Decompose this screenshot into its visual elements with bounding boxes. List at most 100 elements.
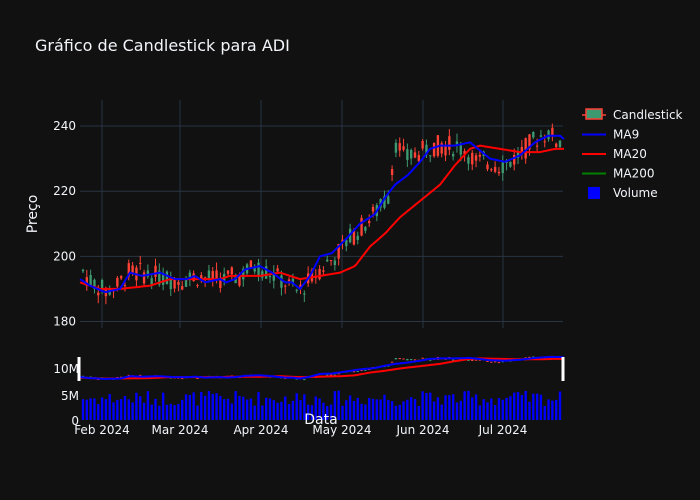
range-handle-left[interactable]: [77, 357, 81, 381]
candle: [154, 258, 157, 282]
legend-item[interactable]: Volume: [588, 186, 658, 200]
candle: [146, 264, 150, 279]
legend-label: Candlestick: [613, 108, 683, 122]
mini-candle: [394, 358, 398, 360]
mini-candle: [333, 374, 337, 376]
range-handle-right[interactable]: [561, 357, 565, 381]
volume-bar: [547, 399, 550, 420]
volume-bar: [322, 402, 325, 420]
legend-item[interactable]: Candlestick: [582, 108, 683, 122]
candle: [429, 155, 432, 163]
mini-candle: [486, 361, 489, 363]
volume-bar: [558, 391, 562, 420]
candle: [257, 258, 260, 282]
legend-item[interactable]: MA9: [582, 128, 639, 142]
candle: [303, 290, 306, 303]
volume-bar: [119, 399, 123, 420]
candle: [326, 255, 329, 263]
y-tick-label: 220: [53, 184, 76, 198]
volume-bar: [402, 401, 405, 420]
mini-candle: [497, 362, 501, 364]
volume-bar: [417, 405, 420, 420]
volume-bar: [471, 397, 474, 420]
candle: [497, 167, 501, 176]
candle: [539, 129, 543, 138]
volume-bar: [215, 393, 218, 420]
candle: [230, 266, 234, 280]
candle: [432, 142, 436, 158]
y-axis-label: Preço: [25, 195, 41, 234]
candle: [455, 133, 459, 153]
candle: [532, 131, 535, 140]
volume-bar: [394, 405, 398, 420]
volume-bar: [284, 396, 287, 420]
legend-item[interactable]: MA200: [582, 167, 654, 181]
volume-bar: [211, 393, 214, 420]
volume-bar: [451, 394, 455, 420]
volume-bar: [287, 404, 291, 420]
candle: [490, 167, 493, 172]
volume-bar: [226, 398, 230, 420]
volume-bar: [345, 400, 348, 420]
volume-bar: [253, 405, 256, 420]
y-tick-label: 180: [53, 314, 76, 328]
volume-bar: [455, 402, 459, 420]
candle: [493, 161, 497, 174]
mini-candle: [474, 359, 478, 361]
candle: [276, 264, 279, 272]
volume-bar: [387, 399, 390, 420]
candle: [513, 148, 516, 171]
volume-bar: [177, 403, 180, 420]
volume-bar: [188, 394, 192, 420]
volume-bar: [196, 405, 199, 420]
mini-candle: [181, 378, 184, 380]
candle: [471, 150, 474, 171]
mini-candle: [364, 369, 367, 371]
mini-candle: [81, 375, 85, 377]
mini-candle: [139, 374, 142, 376]
volume-bar: [482, 399, 485, 420]
volume-bar: [364, 404, 367, 420]
candle: [368, 214, 371, 227]
candle: [123, 281, 127, 292]
volume-bar: [509, 396, 512, 420]
mini-candle: [478, 359, 482, 361]
volume-bar: [291, 400, 295, 420]
volume-bar: [299, 400, 302, 420]
volume-bar: [139, 396, 142, 420]
volume-bar: [501, 399, 504, 420]
mini-candle: [406, 358, 409, 361]
range-slider-panel[interactable]: [77, 355, 565, 381]
candle: [211, 267, 214, 287]
volume-bar: [535, 393, 539, 420]
volume-bar: [333, 391, 337, 420]
mini-candle: [467, 360, 470, 362]
candle: [444, 141, 447, 162]
volume-bar: [326, 406, 329, 420]
volume-bar: [123, 396, 127, 420]
candle: [451, 151, 455, 161]
volume-bar: [161, 392, 165, 420]
candle: [219, 272, 222, 293]
volume-bar: [474, 394, 478, 420]
candle: [398, 137, 401, 157]
volume-bar: [306, 404, 310, 420]
volume-bar: [406, 399, 409, 420]
volume-bar: [543, 406, 546, 420]
candle: [139, 255, 142, 270]
ma20-line: [79, 144, 564, 290]
legend-label: MA200: [613, 167, 654, 181]
volume-bar: [219, 395, 222, 420]
volume-bar: [238, 395, 241, 420]
volume-bar: [432, 401, 436, 420]
mini-candle: [493, 361, 497, 363]
volume-bar: [516, 392, 520, 420]
volume-bar: [184, 394, 188, 420]
volume-bar: [280, 401, 283, 420]
volume-bar: [368, 398, 371, 420]
volume-bar: [200, 392, 203, 420]
legend-item[interactable]: MA20: [582, 147, 647, 161]
mini-candle: [97, 379, 100, 381]
volume-bar: [490, 398, 493, 420]
volume-bar: [230, 403, 234, 420]
